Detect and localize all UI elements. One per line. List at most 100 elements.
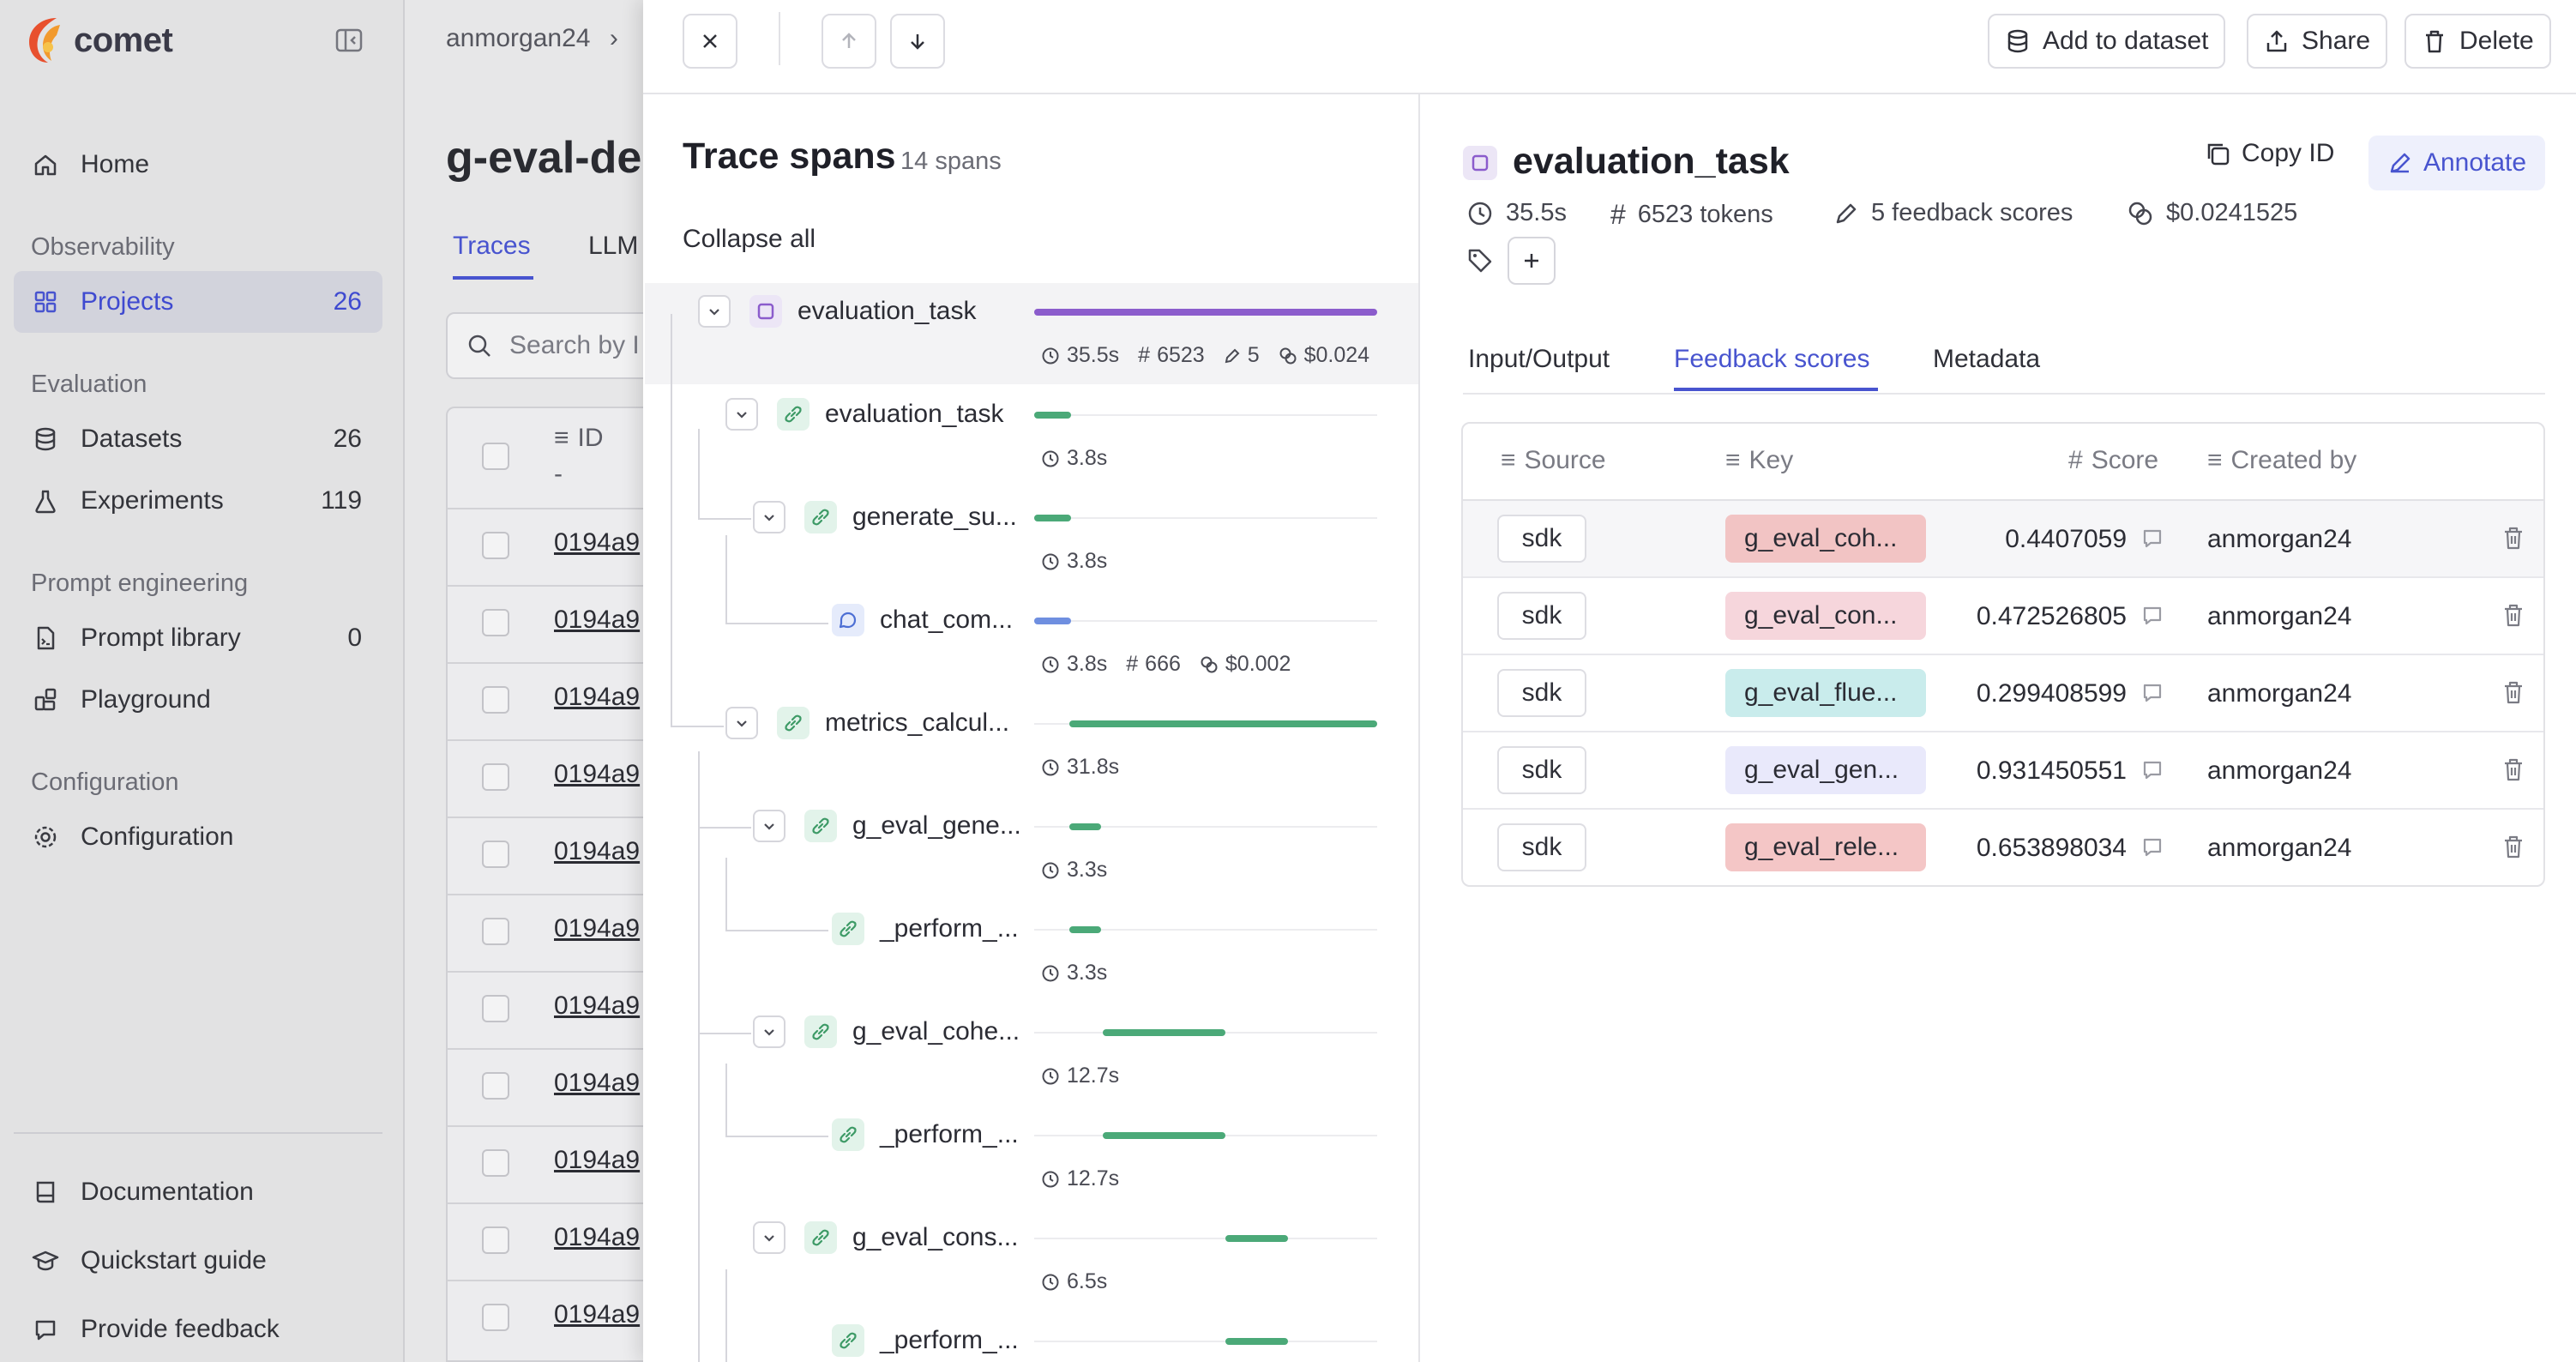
collapse-all-button[interactable]: Collapse all (683, 225, 816, 253)
table-row[interactable]: sdk g_eval_coh... 0.4407059 anmorgan24 (1463, 501, 2543, 578)
span-name[interactable]: g_eval_cons... (852, 1223, 1019, 1251)
link-icon (832, 1324, 864, 1357)
expand-toggle[interactable] (698, 295, 731, 328)
column-header-score[interactable]: # Score (2068, 446, 2158, 475)
span-name[interactable]: _perform_... (880, 1326, 1019, 1354)
search-input[interactable]: Search by I (446, 312, 669, 379)
trace-id-link[interactable]: 0194a9 (554, 760, 641, 788)
sidebar-item-label: Configuration (81, 823, 234, 851)
panel-divider[interactable] (1418, 94, 1420, 1362)
tab-feedback-scores[interactable]: Feedback scores (1674, 345, 1870, 373)
trash-icon[interactable] (2501, 834, 2526, 866)
close-button[interactable] (683, 14, 737, 69)
row-checkbox[interactable] (482, 609, 509, 636)
sidebar-item-datasets[interactable]: Datasets 26 (14, 408, 382, 470)
comment-icon[interactable] (2140, 527, 2164, 557)
trash-icon[interactable] (2501, 756, 2526, 789)
trace-id-link[interactable]: 0194a9 (554, 1300, 641, 1329)
row-checkbox[interactable] (482, 763, 509, 791)
trash-icon[interactable] (2501, 525, 2526, 557)
row-checkbox[interactable] (482, 532, 509, 559)
trace-id-link[interactable]: 0194a9 (554, 837, 641, 865)
tab-traces[interactable]: Traces (453, 232, 531, 260)
trash-icon[interactable] (2501, 602, 2526, 635)
span-name[interactable]: generate_su... (852, 503, 1017, 531)
comment-icon[interactable] (2140, 681, 2164, 712)
row-checkbox[interactable] (482, 1149, 509, 1177)
row-checkbox[interactable] (482, 1226, 509, 1254)
row-checkbox[interactable] (482, 918, 509, 945)
span-name[interactable]: evaluation_task (797, 297, 977, 325)
span-name[interactable]: _perform_... (880, 914, 1019, 943)
row-checkbox[interactable] (482, 995, 509, 1022)
column-header-created-by[interactable]: ≡ Created by (2207, 446, 2356, 475)
span-name[interactable]: chat_com... (880, 606, 1014, 634)
sidebar-item-quickstart[interactable]: Quickstart guide (14, 1230, 382, 1292)
trace-id-link[interactable]: 0194a9 (554, 914, 641, 943)
select-all-checkbox[interactable] (482, 443, 509, 470)
span-name[interactable]: metrics_calcul... (825, 708, 1010, 737)
row-checkbox[interactable] (482, 686, 509, 714)
row-checkbox[interactable] (482, 1072, 509, 1100)
share-button[interactable]: Share (2247, 14, 2388, 69)
sidebar-item-experiments[interactable]: Experiments 119 (14, 470, 382, 532)
sidebar-collapse-icon[interactable] (334, 26, 364, 55)
trace-id-link[interactable]: 0194a9 (554, 1146, 641, 1174)
tab-llm[interactable]: LLM (588, 232, 639, 260)
trace-id-link[interactable]: 0194a9 (554, 528, 641, 557)
sidebar-item-documentation[interactable]: Documentation (14, 1161, 382, 1223)
table-row[interactable]: sdk g_eval_flue... 0.299408599 anmorgan24 (1463, 655, 2543, 732)
row-checkbox[interactable] (482, 1304, 509, 1331)
cost-value: $0.0241525 (2166, 199, 2298, 226)
sidebar-item-prompt-library[interactable]: Prompt library 0 (14, 607, 382, 669)
row-checkbox[interactable] (482, 841, 509, 868)
sidebar-item-playground[interactable]: Playground (14, 669, 382, 731)
table-row[interactable]: sdk g_eval_gen... 0.931450551 anmorgan24 (1463, 732, 2543, 810)
comment-icon[interactable] (2140, 758, 2164, 789)
span-name[interactable]: _perform_... (880, 1120, 1019, 1148)
expand-toggle[interactable] (753, 1221, 785, 1254)
annotate-button[interactable]: Annotate (2368, 136, 2545, 190)
comment-icon[interactable] (2140, 604, 2164, 635)
expand-toggle[interactable] (753, 810, 785, 842)
comment-icon[interactable] (2140, 835, 2164, 866)
trace-id-link[interactable]: 0194a9 (554, 991, 641, 1020)
span-name[interactable]: g_eval_cohe... (852, 1017, 1020, 1046)
sidebar-item-projects[interactable]: Projects 26 (14, 271, 382, 333)
span-name[interactable]: g_eval_gene... (852, 811, 1021, 840)
expand-toggle[interactable] (753, 501, 785, 533)
expand-toggle[interactable] (753, 1015, 785, 1048)
trace-id-link[interactable]: 0194a9 (554, 1223, 641, 1251)
delete-button[interactable]: Delete (2404, 14, 2551, 69)
breadcrumb[interactable]: anmorgan24 › (446, 24, 618, 53)
tab-metadata[interactable]: Metadata (1933, 345, 2041, 373)
trace-id-link[interactable]: 0194a9 (554, 606, 641, 634)
sidebar-item-home[interactable]: Home (14, 134, 382, 196)
breadcrumb-workspace[interactable]: anmorgan24 (446, 24, 591, 52)
tab-input-output[interactable]: Input/Output (1468, 345, 1610, 373)
table-row[interactable]: sdk g_eval_con... 0.472526805 anmorgan24 (1463, 578, 2543, 655)
add-tag-button[interactable] (1508, 237, 1556, 285)
sidebar-item-configuration[interactable]: Configuration (14, 806, 382, 868)
span-meta: 3.8s (1041, 446, 1107, 471)
tree-line (725, 930, 828, 931)
sidebar-item-feedback[interactable]: Provide feedback (14, 1299, 382, 1360)
trace-id-link[interactable]: 0194a9 (554, 683, 641, 711)
column-header-key[interactable]: ≡ Key (1725, 446, 1793, 475)
span-duration-bar (1102, 1029, 1225, 1036)
logo[interactable]: comet (22, 10, 173, 70)
expand-toggle[interactable] (725, 707, 758, 739)
copy-id-button[interactable]: Copy ID (2204, 139, 2334, 168)
previous-button[interactable] (822, 14, 876, 69)
add-to-dataset-button[interactable]: Add to dataset (1988, 14, 2226, 69)
next-button[interactable] (890, 14, 945, 69)
column-header-id[interactable]: ≡ ID (554, 424, 604, 453)
trash-icon[interactable] (2501, 679, 2526, 712)
span-name[interactable]: evaluation_task (825, 400, 1004, 428)
table-row[interactable]: sdk g_eval_rele... 0.653898034 anmorgan24 (1463, 810, 2543, 885)
key-tag: g_eval_coh... (1725, 515, 1926, 563)
column-header-source[interactable]: ≡ Source (1501, 446, 1606, 475)
expand-toggle[interactable] (725, 398, 758, 431)
home-icon (31, 150, 60, 179)
trace-id-link[interactable]: 0194a9 (554, 1069, 641, 1097)
